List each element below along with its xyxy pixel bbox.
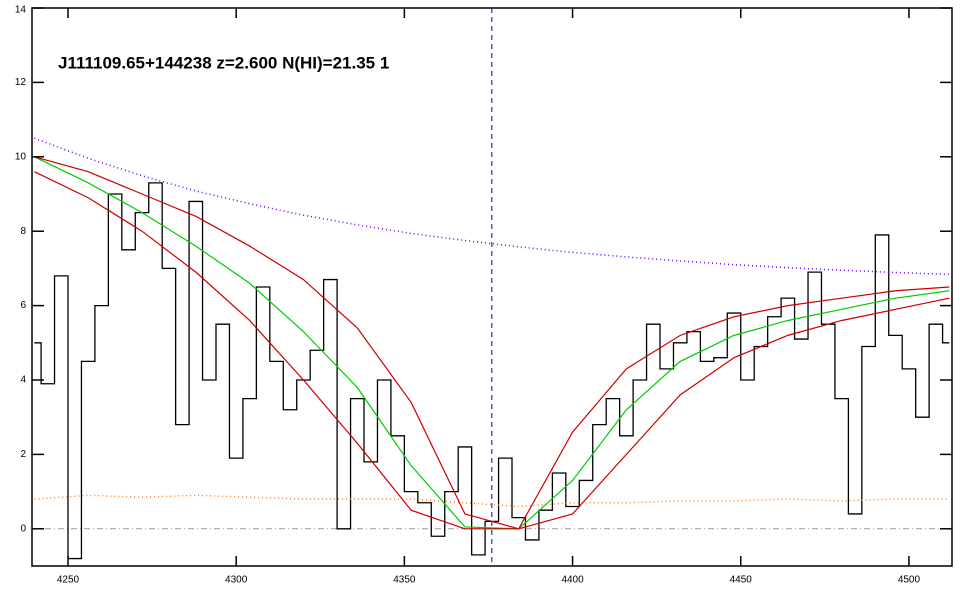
y-tick-label: 0 [20,523,26,534]
y-tick-label: 6 [20,300,26,311]
fit-lower [34,171,950,530]
x-tick-label: 4350 [393,575,416,586]
x-tick-label: 4300 [225,575,248,586]
fit [34,156,950,530]
x-tick-label: 4400 [561,575,584,586]
x-tick-label: 4500 [898,575,921,586]
y-tick-label: 14 [15,5,27,16]
x-tick-label: 4250 [57,575,80,586]
x-tick-label: 4450 [730,575,753,586]
plot-frame [31,7,953,567]
y-tick-label: 2 [20,449,26,460]
y-tick-label: 10 [15,151,27,162]
y-tick-label: 4 [20,375,26,386]
plot-area [32,8,952,566]
error [34,494,950,508]
continuum [34,137,950,276]
chart-title: J111109.65+144238 z=2.600 N(HI)=21.35 1 [58,53,389,72]
y-tick-label: 12 [15,77,27,88]
fit-upper [34,156,950,530]
y-tick-label: 8 [20,226,26,237]
